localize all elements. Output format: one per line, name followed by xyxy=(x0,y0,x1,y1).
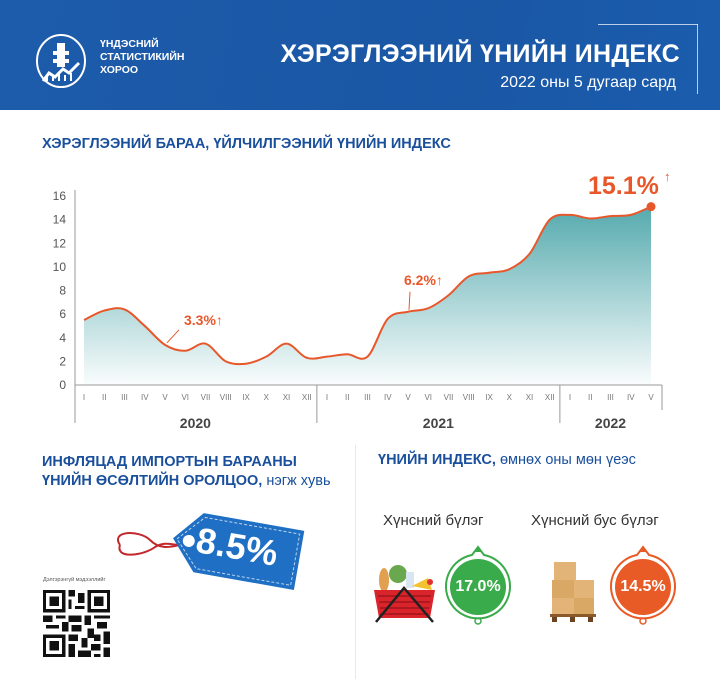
nso-logo-icon xyxy=(36,34,86,88)
org-name-line: ХОРОО xyxy=(100,64,139,76)
header: ҮНДЭСНИЙ СТАТИСТИКИЙН ХОРОО ХЭРЭГЛЭЭНИЙ … xyxy=(0,0,720,110)
page-subtitle: 2022 оны 5 дугаар сард xyxy=(500,74,676,91)
x-tick-label: X xyxy=(507,393,513,402)
qr-label: Дэлгэрэнгүй мэдээллийг xyxy=(43,577,106,583)
x-tick-label: VI xyxy=(181,393,189,402)
x-tick-label: XII xyxy=(545,393,555,402)
x-tick-label: II xyxy=(588,393,592,402)
up-arrow-icon: ↑ xyxy=(664,169,671,184)
food-index-badge xyxy=(445,545,511,625)
annotation-6-2: 6.2%↑ xyxy=(404,272,443,288)
nonfood-group-label: Хүнсний бус бүлэг xyxy=(531,512,659,529)
org-name-line: СТАТИСТИКИЙН xyxy=(100,51,185,63)
y-tick-label: 14 xyxy=(53,213,67,227)
y-tick-label: 12 xyxy=(53,236,67,250)
annotation-leader xyxy=(408,291,411,310)
x-tick-label: III xyxy=(121,393,128,402)
qr-code-icon[interactable] xyxy=(43,590,110,657)
nonfood-index-value: 14.5% xyxy=(620,578,666,595)
x-tick-label: IV xyxy=(627,393,635,402)
annotation-3-3: 3.3%↑ xyxy=(184,312,223,328)
org-name-line: ҮНДЭСНИЙ xyxy=(100,38,159,50)
data-point xyxy=(646,202,656,212)
annotation-leader xyxy=(166,329,180,344)
section-divider xyxy=(355,445,356,679)
y-tick-label: 2 xyxy=(59,354,66,368)
y-tick-label: 0 xyxy=(59,378,66,392)
x-tick-label: V xyxy=(405,393,411,402)
nonfood-index-badge xyxy=(610,545,676,625)
chart-title: ХЭРЭГЛЭЭНИЙ БАРАА, ҮЙЛЧИЛГЭЭНИЙ ҮНИЙН ИН… xyxy=(42,136,451,152)
year-label: 2021 xyxy=(423,415,454,431)
x-tick-label: IV xyxy=(384,393,392,402)
x-tick-label: VII xyxy=(444,393,454,402)
food-group-label: Хүнсний бүлэг xyxy=(383,512,484,529)
y-tick-label: 4 xyxy=(59,331,66,345)
boxes-pallet-icon xyxy=(550,562,596,622)
x-tick-label: XI xyxy=(283,393,291,402)
x-tick-label: II xyxy=(102,393,106,402)
y-tick-label: 6 xyxy=(59,307,66,321)
import-section-title: ИНФЛЯЦАД ИМПОРТЫН БАРААНЫ ҮНИЙН ӨСӨЛТИЙН… xyxy=(42,453,331,491)
shopping-basket-icon xyxy=(374,565,435,623)
x-tick-label: III xyxy=(607,393,614,402)
x-tick-label: VI xyxy=(424,393,432,402)
y-tick-label: 16 xyxy=(53,189,67,203)
x-tick-label: I xyxy=(326,393,328,402)
header-frame-line xyxy=(598,24,698,25)
page-title: ХЭРЭГЛЭЭНИЙ ҮНИЙН ИНДЕКС xyxy=(280,40,680,68)
x-tick-label: VII xyxy=(201,393,211,402)
x-tick-label: I xyxy=(83,393,85,402)
header-frame-line xyxy=(697,24,698,94)
annotation-15-1: 15.1% xyxy=(588,172,659,200)
price-tag-icon xyxy=(117,513,305,590)
x-tick-label: IX xyxy=(485,393,493,402)
food-index-value: 17.0% xyxy=(455,578,501,595)
area-fill xyxy=(84,206,651,385)
x-tick-label: II xyxy=(345,393,349,402)
import-title-line: ИНФЛЯЦАД ИМПОРТЫН БАРААНЫ xyxy=(42,454,297,470)
x-tick-label: V xyxy=(648,393,654,402)
import-title-unit: нэгж хувь xyxy=(262,473,331,489)
year-label: 2020 xyxy=(180,415,211,431)
x-tick-label: IV xyxy=(141,393,149,402)
index-title-suffix: өмнөх оны мөн үеэс xyxy=(495,452,636,468)
nonfood-index-value-wrap: 14.5% xyxy=(605,545,681,625)
x-tick-label: XI xyxy=(526,393,534,402)
import-title-line: ҮНИЙН ӨСӨЛТИЙН ОРОЛЦОО, xyxy=(42,473,263,489)
x-tick-label: IX xyxy=(242,393,250,402)
index-section-title: ҮНИЙН ИНДЕКС, өмнөх оны мөн үеэс xyxy=(378,452,636,468)
x-tick-label: V xyxy=(162,393,168,402)
x-tick-label: XII xyxy=(302,393,312,402)
food-index-value-wrap: 17.0% xyxy=(440,545,516,625)
x-tick-label: X xyxy=(264,393,270,402)
org-name: ҮНДЭСНИЙ СТАТИСТИКИЙН ХОРОО xyxy=(100,38,184,77)
year-label: 2022 xyxy=(595,415,626,431)
x-tick-label: I xyxy=(569,393,571,402)
x-tick-label: VIII xyxy=(220,393,232,402)
x-tick-label: III xyxy=(364,393,371,402)
y-tick-label: 8 xyxy=(59,284,66,298)
x-tick-label: VIII xyxy=(463,393,475,402)
index-title-main: ҮНИЙН ИНДЕКС, xyxy=(378,452,496,468)
y-tick-label: 10 xyxy=(53,260,67,274)
